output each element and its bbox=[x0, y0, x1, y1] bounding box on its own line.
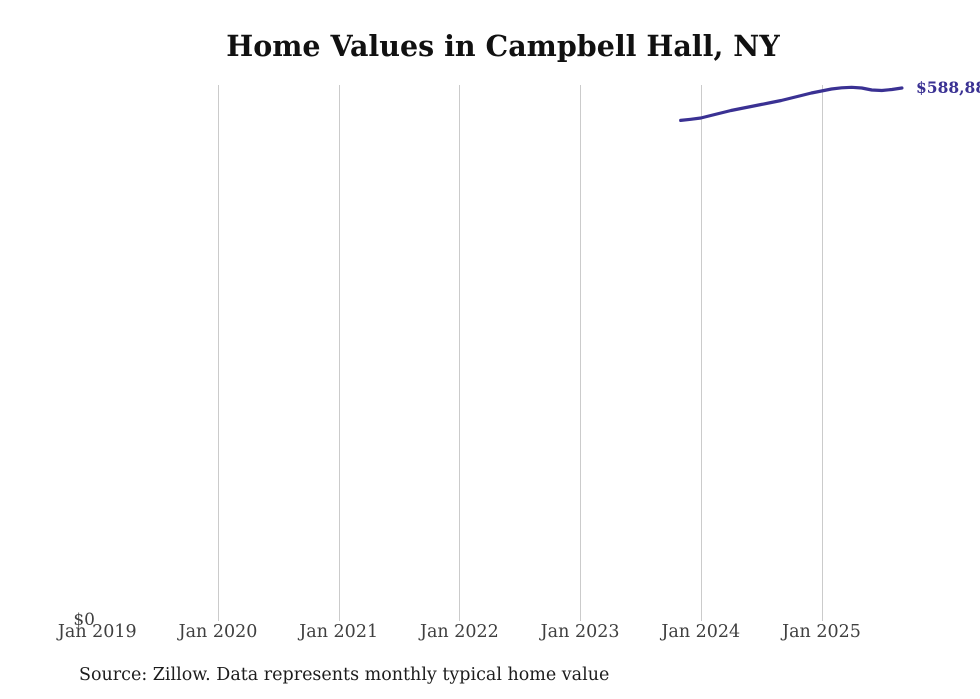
y-axis-zero-label: $0 bbox=[73, 610, 95, 630]
gridline bbox=[580, 85, 582, 621]
x-tick-label: Jan 2022 bbox=[419, 622, 499, 642]
gridline bbox=[218, 85, 219, 621]
gridline bbox=[338, 85, 340, 621]
x-tick-label: Jan 2021 bbox=[299, 622, 379, 642]
price-line bbox=[679, 85, 904, 123]
x-tick-label: Jan 2019 bbox=[57, 622, 137, 642]
x-tick-label: Jan 2020 bbox=[178, 622, 258, 642]
gridline bbox=[700, 85, 702, 621]
source-note: Source: Zillow. Data represents monthly … bbox=[79, 665, 610, 685]
x-tick-label: Jan 2025 bbox=[782, 622, 861, 642]
x-tick-label: Jan 2023 bbox=[540, 622, 620, 642]
chart-title: Home Values in Campbell Hall, NY bbox=[226, 29, 780, 63]
x-tick-label: Jan 2024 bbox=[661, 622, 741, 642]
latest-value-label: $588,885 bbox=[916, 78, 980, 97]
gridline bbox=[821, 85, 823, 621]
gridline bbox=[459, 85, 461, 621]
